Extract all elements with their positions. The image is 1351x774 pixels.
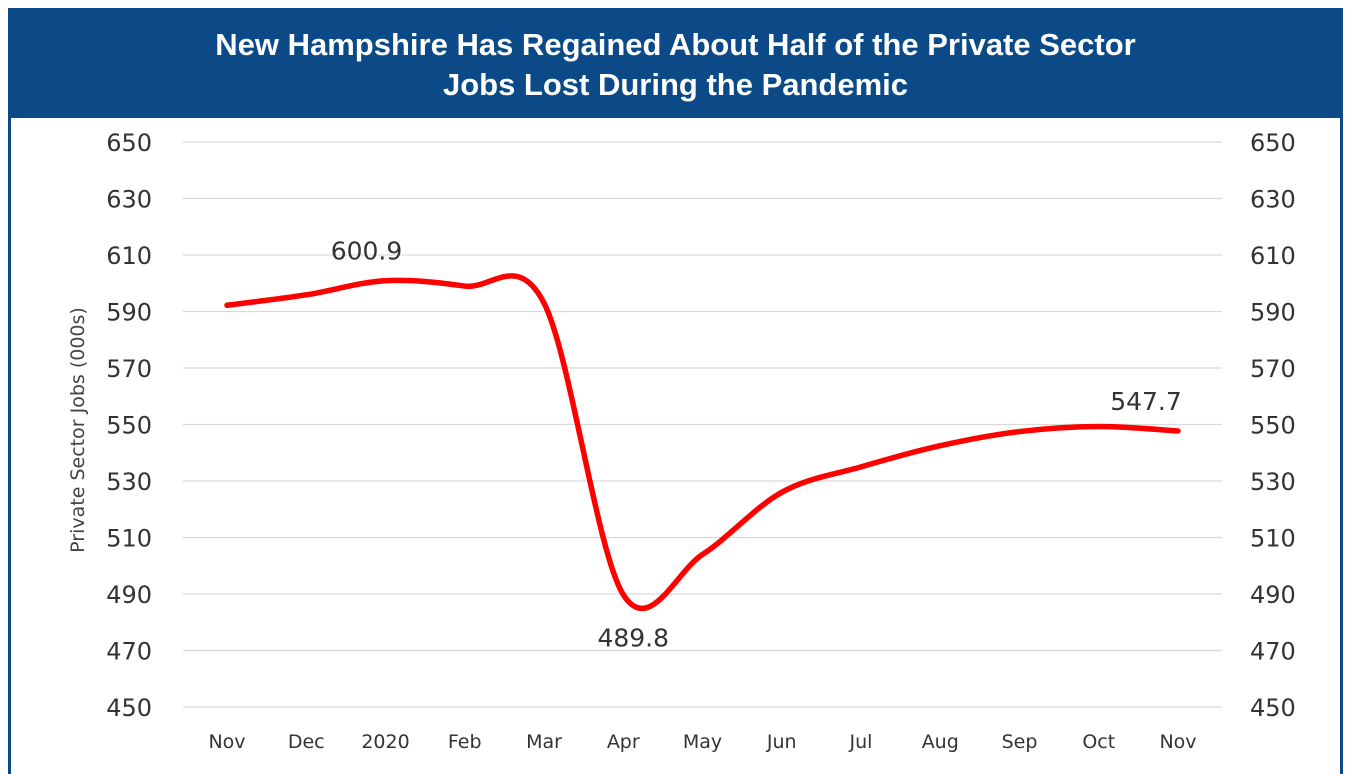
chart-title: New Hampshire Has Regained About Half of… xyxy=(215,26,1136,102)
gridlines xyxy=(183,141,1222,708)
y-tick-right: 650 xyxy=(1250,129,1296,157)
x-tick-label: Nov xyxy=(208,731,245,753)
x-tick-label: Apr xyxy=(607,731,640,753)
x-tick-label: 2020 xyxy=(361,731,409,753)
x-tick-label: May xyxy=(683,731,722,753)
x-tick-label: Oct xyxy=(1082,731,1115,753)
y-tick-right: 570 xyxy=(1250,355,1296,383)
x-tick-label: Nov xyxy=(1159,731,1196,753)
y-tick-left: 590 xyxy=(106,299,152,327)
x-tick-label: Jun xyxy=(766,731,797,753)
y-tick-right: 490 xyxy=(1250,581,1296,609)
y-tick-right: 510 xyxy=(1250,525,1296,553)
x-tick-label: Aug xyxy=(922,731,959,753)
data-label: 489.8 xyxy=(597,624,669,653)
y-tick-left: 470 xyxy=(106,638,152,666)
y-tick-right: 590 xyxy=(1250,299,1296,327)
title-bar: New Hampshire Has Regained About Half of… xyxy=(11,11,1340,118)
y-tick-left: 510 xyxy=(106,525,152,553)
y-tick-left: 530 xyxy=(106,468,152,496)
y-tick-left: 450 xyxy=(106,694,152,722)
y-tick-right: 630 xyxy=(1250,186,1296,214)
y-axis-label: Private Sector Jobs (000s) xyxy=(67,307,89,553)
series-line xyxy=(224,273,1181,612)
y-tick-right: 610 xyxy=(1250,242,1296,270)
x-tick-label: Sep xyxy=(1002,731,1038,753)
y-tick-right: 530 xyxy=(1250,468,1296,496)
x-tick-label: Dec xyxy=(288,731,325,753)
data-label: 547.7 xyxy=(1110,387,1182,416)
series-line-group xyxy=(224,273,1181,612)
y-tick-left: 550 xyxy=(106,412,152,440)
chart-frame: New Hampshire Has Regained About Half of… xyxy=(8,8,1343,774)
y-axis-left: 450 470 490 510 530 550 570 590 610 630 650 xyxy=(106,129,152,722)
y-tick-left: 570 xyxy=(106,355,152,383)
y-axis-right: 450 470 490 510 530 550 570 590 610 630 650 xyxy=(1250,129,1296,722)
data-label: 600.9 xyxy=(331,237,403,266)
x-tick-label: Feb xyxy=(448,731,482,753)
y-tick-right: 550 xyxy=(1250,412,1296,440)
x-tick-label: Jul xyxy=(849,731,873,753)
y-tick-left: 490 xyxy=(106,581,152,609)
data-labels: 600.9 489.8 547.7 xyxy=(331,237,1182,653)
y-tick-left: 630 xyxy=(106,186,152,214)
y-tick-right: 470 xyxy=(1250,638,1296,666)
y-tick-left: 610 xyxy=(106,242,152,270)
x-axis: Nov Dec 2020 Feb Mar Apr May Jun Jul Aug Sep Oct Nov xyxy=(208,731,1196,753)
y-tick-right: 450 xyxy=(1250,694,1296,722)
x-tick-label: Mar xyxy=(526,731,562,753)
y-tick-left: 650 xyxy=(106,129,152,157)
